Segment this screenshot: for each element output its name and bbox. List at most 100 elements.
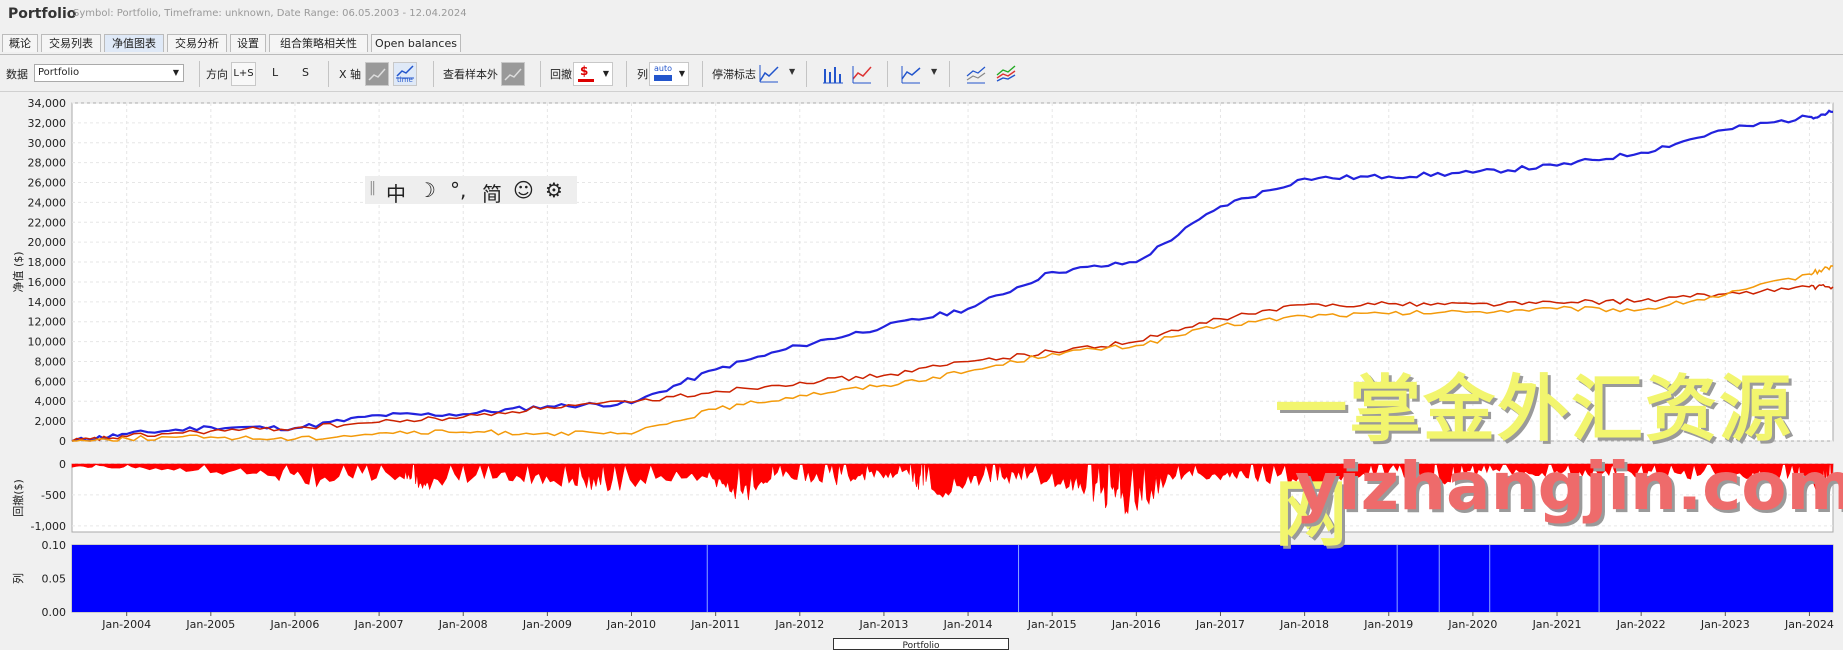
- tab-settings[interactable]: 设置: [230, 34, 266, 52]
- window-subtitle: Symbol: Portfolio, Timeframe: unknown, D…: [73, 8, 467, 19]
- watermark-url: yizhangjin.com: [1295, 448, 1843, 525]
- data-label: 数据: [6, 68, 28, 81]
- drawdown-select[interactable]: $ ▼: [573, 62, 613, 86]
- equity-y-tick-label: 22,000: [28, 216, 67, 229]
- data-select[interactable]: Portfolio ▼: [34, 64, 184, 82]
- equity-y-tick-label: 34,000: [28, 97, 67, 110]
- chart-area: 34,000 32,000 30,000 28,000 26,000 24,000 22,0…: [11, 97, 1834, 631]
- line-chart-icon: [396, 65, 414, 79]
- tab-equity-chart[interactable]: 净值图表: [104, 34, 164, 52]
- chevron-down-icon: ▼: [602, 69, 609, 78]
- equity-y-axis-label: 净值 ($): [11, 251, 25, 292]
- x-tick-label: Jan-2018: [1279, 618, 1329, 631]
- direction-ls-button[interactable]: L+S: [231, 62, 256, 86]
- bar-chart-icon[interactable]: [822, 63, 844, 88]
- direction-l-button[interactable]: L: [272, 66, 279, 79]
- toolbar-separator: [328, 61, 329, 87]
- oos-label: 查看样本外: [443, 68, 498, 81]
- toolbar-separator: [887, 61, 888, 87]
- x-tick-label: Jan-2005: [185, 618, 235, 631]
- equity-plot-frame: [71, 102, 1834, 442]
- xaxis-trades-button[interactable]: [365, 62, 389, 86]
- equity-y-tick-label: 8,000: [35, 355, 67, 368]
- gear-icon[interactable]: ⚙: [545, 178, 563, 202]
- line-chart-icon: [368, 68, 386, 81]
- chevron-down-icon[interactable]: ▼: [931, 67, 938, 76]
- tab-overview[interactable]: 概论: [2, 34, 38, 52]
- toolbar-separator: [949, 61, 950, 87]
- x-tick-label: Jan-2011: [690, 618, 740, 631]
- tab-strategy-correlation[interactable]: 组合策略相关性: [269, 34, 368, 52]
- drawdown-y-tick-label: 0: [59, 458, 66, 471]
- x-tick-label: Jan-2010: [606, 618, 656, 631]
- tab-trade-analysis[interactable]: 交易分析: [167, 34, 227, 52]
- equity-y-tick-label: 18,000: [28, 256, 67, 269]
- multi-line-chart-icon[interactable]: [965, 63, 987, 88]
- x-tick-label: Jan-2014: [943, 618, 993, 631]
- xaxis-time-button[interactable]: time: [393, 62, 417, 86]
- drawdown-y-tick-label: -500: [41, 489, 66, 502]
- x-tick-label: Jan-2023: [1700, 618, 1750, 631]
- toolbar-separator: [626, 61, 627, 87]
- stagnation-label: 停滞标志: [712, 68, 756, 81]
- x-tick-label: Jan-2019: [1363, 618, 1413, 631]
- line-chart-icon: [504, 68, 522, 81]
- drag-handle-icon[interactable]: ‖: [369, 180, 376, 196]
- tab-trade-list[interactable]: 交易列表: [41, 34, 101, 52]
- x-tick-label: Jan-2020: [1447, 618, 1497, 631]
- colored-lines-chart-icon[interactable]: [995, 63, 1017, 88]
- equity-y-tick-label: 26,000: [28, 177, 67, 190]
- trend-chart-icon[interactable]: [851, 63, 873, 88]
- equity-y-tick-label: 10,000: [28, 336, 67, 349]
- x-tick-label: Jan-2012: [774, 618, 824, 631]
- smiley-icon[interactable]: ☺: [513, 178, 534, 202]
- tab-open-balances[interactable]: Open balances: [371, 34, 461, 52]
- x-tick-label: Jan-2021: [1532, 618, 1582, 631]
- stagnation-icon[interactable]: [758, 63, 780, 88]
- equity-y-tick-label: 14,000: [28, 296, 67, 309]
- data-select-value: Portfolio: [38, 67, 80, 78]
- drawdown-y-axis-label: 回撤($): [11, 479, 25, 517]
- drawdown-label: 回撤: [550, 68, 572, 81]
- oos-toggle-button[interactable]: [501, 62, 525, 86]
- moon-icon[interactable]: ☽: [418, 178, 436, 202]
- simplified-button[interactable]: 简: [482, 182, 502, 206]
- punctuation-button[interactable]: °,: [450, 178, 467, 202]
- legend-stub: Portfolio: [833, 638, 1009, 650]
- columns-label: 列: [637, 68, 648, 81]
- equity-chart-icon[interactable]: [900, 63, 922, 88]
- drawdown-bar-icon: [578, 79, 594, 82]
- window-titlebar: Portfolio Symbol: Portfolio, Timeframe: …: [0, 0, 1843, 28]
- columns-select[interactable]: auto ▼: [649, 62, 689, 86]
- x-tick-label: Jan-2004: [101, 618, 151, 631]
- x-tick-label: Jan-2006: [270, 618, 320, 631]
- xaxis-label: X 轴: [339, 68, 362, 81]
- watermark-chinese: 一掌金外汇资源网: [1275, 367, 1794, 556]
- x-tick-label: Jan-2015: [1027, 618, 1077, 631]
- chevron-down-icon: ▼: [678, 69, 685, 78]
- columns-bar-fill: [72, 545, 1833, 612]
- x-tick-label: Jan-2013: [858, 618, 908, 631]
- toolbar-separator: [702, 61, 703, 87]
- equity-y-tick-label: 4,000: [35, 395, 67, 408]
- toolbar: 数据 Portfolio ▼ 方向 L+S L S X 轴 time 查看样本外…: [0, 57, 1843, 92]
- direction-s-button[interactable]: S: [302, 66, 309, 79]
- columns-y-tick-label: 0.10: [42, 539, 67, 552]
- columns-auto-value: auto: [654, 64, 673, 73]
- columns-y-axis-label: 列: [11, 573, 25, 584]
- equity-y-tick-label: 2,000: [35, 415, 67, 428]
- drawdown-y-tick-label: -1,000: [31, 520, 66, 533]
- equity-y-tick-label: 12,000: [28, 316, 67, 329]
- equity-y-tick-label: 24,000: [28, 196, 67, 209]
- x-tick-label: Jan-2009: [522, 618, 572, 631]
- toolbar-separator: [806, 61, 807, 87]
- columns-bar-icon: [654, 75, 672, 81]
- equity-y-tick-label: 16,000: [28, 276, 67, 289]
- equity-y-tick-label: 32,000: [28, 117, 67, 130]
- equity-y-tick-label: 6,000: [35, 375, 67, 388]
- x-tick-label: Jan-2022: [1616, 618, 1666, 631]
- equity-series-line-1: [71, 109, 1834, 443]
- x-tick-label: Jan-2017: [1195, 618, 1245, 631]
- chevron-down-icon[interactable]: ▼: [789, 67, 796, 76]
- ime-chinese-button[interactable]: 中: [386, 182, 406, 206]
